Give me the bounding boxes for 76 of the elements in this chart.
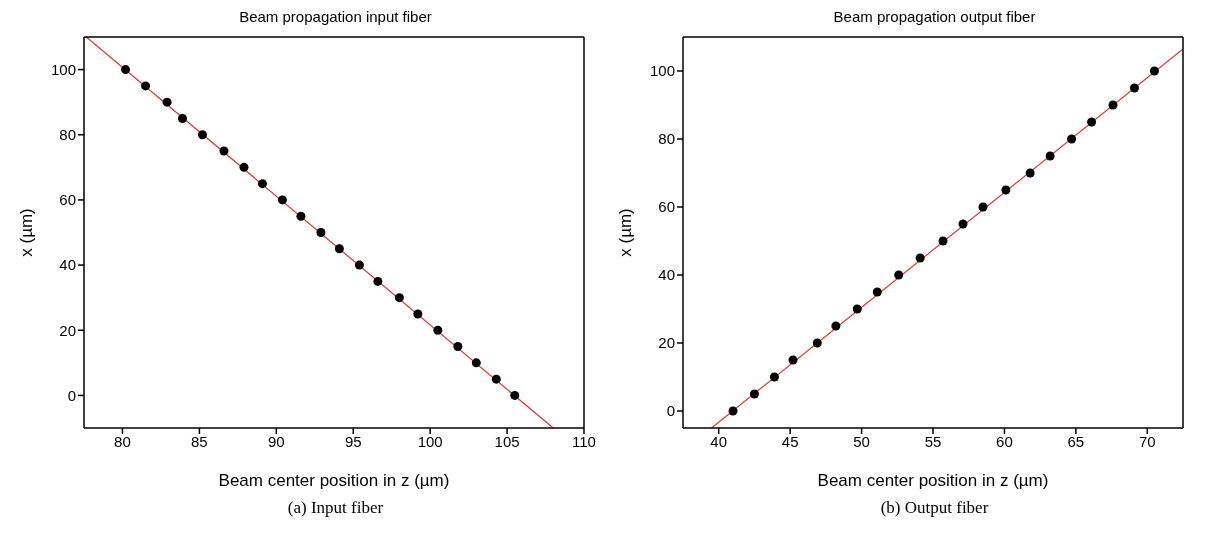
point (831, 321, 841, 331)
x-tick-label: 110 (572, 432, 596, 450)
y-tick-label: 40 (59, 256, 76, 274)
point (177, 113, 187, 123)
point (433, 325, 443, 335)
point (471, 358, 481, 368)
point (239, 162, 249, 172)
y-tick-label: 60 (658, 198, 675, 216)
point (197, 130, 207, 140)
x-tick-label: 95 (344, 432, 362, 450)
point (1087, 117, 1097, 127)
x-tick-label: 55 (924, 432, 942, 450)
y-tick-label: 100 (50, 60, 76, 78)
x-tick-label: 85 (191, 432, 208, 450)
y-tick-label: 0 (666, 402, 675, 420)
x-tick-label: 45 (781, 432, 799, 450)
point (162, 97, 172, 107)
point (1108, 100, 1118, 110)
x-tick-label: 90 (267, 432, 285, 450)
point (1129, 83, 1139, 93)
x-axis-title: Beam center position in z (µm) (817, 471, 1049, 490)
point (769, 372, 779, 382)
x-tick-label: 65 (1067, 432, 1085, 450)
chart-title: Beam propagation output fiber (833, 8, 1036, 27)
point (1001, 185, 1011, 195)
y-axis-title: x (µm) (17, 208, 37, 257)
y-tick-label: 100 (649, 62, 675, 80)
point (1045, 151, 1055, 161)
point (453, 342, 463, 352)
point (812, 338, 822, 348)
x-tick-label: 40 (710, 432, 728, 450)
point (894, 270, 904, 280)
text: (a) Input fiber (287, 498, 384, 518)
text: (b) Output fiber (880, 498, 989, 518)
x-tick-label: 80 (114, 432, 131, 450)
point (277, 195, 287, 205)
point (978, 202, 988, 212)
point (728, 406, 738, 416)
x-tick-label: 50 (853, 432, 870, 450)
y-tick-label: 60 (59, 191, 76, 209)
point (1149, 66, 1159, 76)
point (413, 309, 423, 319)
point (334, 244, 344, 254)
point (121, 65, 131, 75)
point (257, 179, 267, 189)
point (749, 389, 759, 399)
point (394, 293, 404, 303)
point (938, 236, 948, 246)
point (915, 253, 925, 263)
y-tick-label: 40 (658, 266, 675, 284)
x-tick-label: 60 (996, 432, 1013, 450)
x-tick-label: 70 (1138, 432, 1156, 450)
point (1025, 168, 1035, 178)
y-axis-title: x (µm) (616, 208, 636, 257)
y-tick-label: 80 (658, 130, 675, 148)
x-tick-label: 100 (417, 432, 443, 450)
y-tick-label: 0 (67, 386, 76, 404)
point (491, 374, 501, 384)
x-axis-title: Beam center position in z (µm) (218, 471, 450, 490)
y-tick-label: 20 (658, 334, 675, 352)
point (354, 260, 364, 270)
point (788, 355, 798, 365)
point (141, 81, 151, 91)
x-tick-label: 105 (494, 432, 520, 450)
chart-title: Beam propagation input fiber (239, 8, 432, 27)
y-tick-label: 20 (59, 321, 76, 339)
y-tick-label: 80 (59, 126, 76, 144)
point (1067, 134, 1077, 144)
point (510, 390, 520, 400)
point (373, 276, 383, 286)
point (316, 228, 326, 237)
point (872, 287, 882, 297)
point (296, 211, 306, 221)
point (219, 146, 229, 156)
point (958, 219, 968, 229)
point (852, 304, 862, 314)
